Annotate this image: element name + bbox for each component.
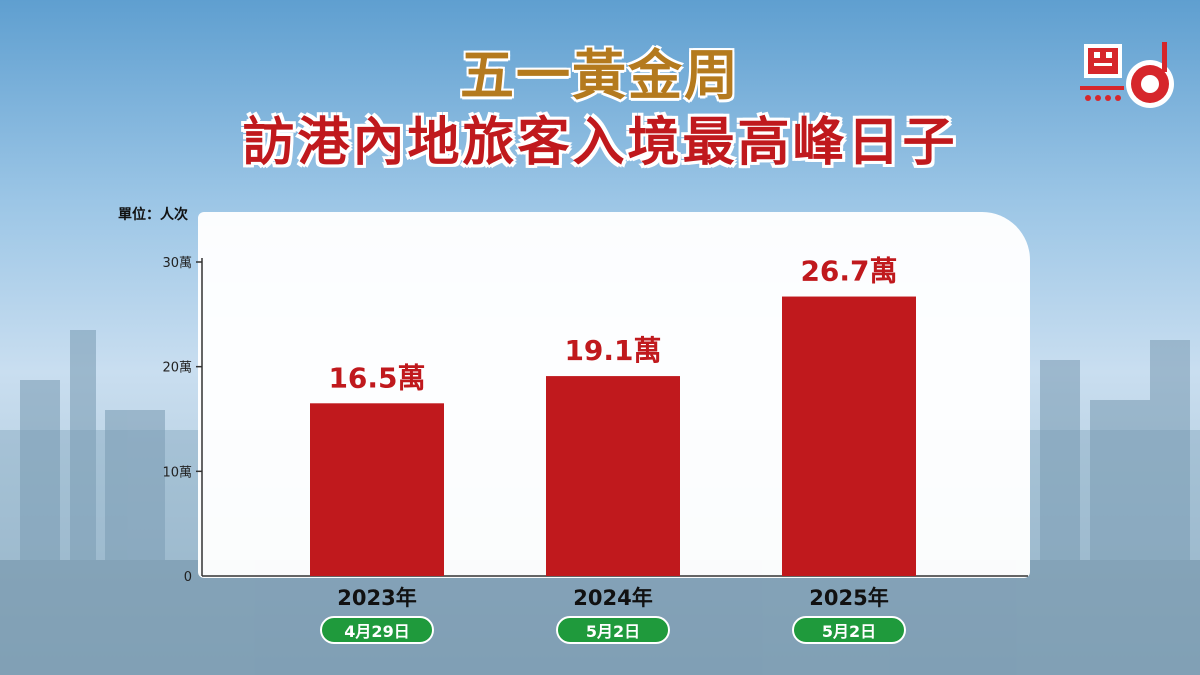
date-pill: 5月2日 — [556, 616, 670, 644]
title-line-2: 訪港內地旅客入境最高峰日子 — [242, 113, 958, 173]
bar-value-label: 19.1萬 — [564, 334, 661, 367]
bar-2023年 — [310, 403, 444, 576]
title-line-1: 五一黃金周 — [460, 44, 740, 107]
bar-value-label: 16.5萬 — [328, 361, 425, 394]
x-category-label: 2024年 — [573, 586, 653, 610]
bar-2025年 — [782, 296, 916, 576]
bar-value-label: 26.7萬 — [800, 255, 897, 288]
bar-2024年 — [546, 376, 680, 576]
title-block: 五一黃金周 訪港內地旅客入境最高峰日子 — [0, 44, 1200, 176]
y-tick-label: 10萬 — [162, 465, 192, 480]
date-pill: 4月29日 — [320, 616, 434, 644]
brand-logo-icon — [1080, 42, 1174, 108]
date-pill: 5月2日 — [792, 616, 906, 644]
y-tick-label: 0 — [184, 570, 192, 585]
y-tick-label: 20萬 — [162, 361, 192, 376]
y-tick-label: 30萬 — [162, 256, 192, 271]
x-category-label: 2023年 — [337, 586, 417, 610]
x-category-label: 2025年 — [809, 586, 889, 610]
unit-label: 單位：人次 — [118, 207, 188, 223]
